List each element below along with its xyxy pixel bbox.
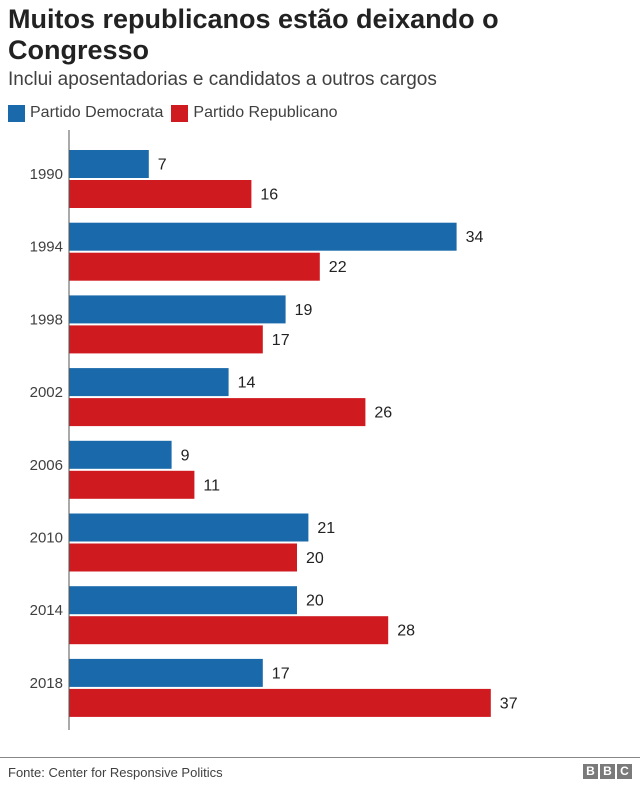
bar-republicano: [69, 325, 263, 354]
bar-democrata: [69, 150, 149, 178]
legend-item-republicano: Partido Republicano: [171, 103, 337, 123]
bar-democrata: [69, 222, 457, 251]
legend-label-republicano: Partido Republicano: [193, 104, 338, 121]
data-label: 19: [295, 302, 313, 319]
data-label: 22: [329, 259, 347, 276]
bar-republicano: [69, 543, 297, 572]
bbc-logo: B B C: [581, 764, 632, 779]
bbc-logo-letter: B: [583, 764, 598, 779]
legend-swatch-democrata: [8, 104, 25, 122]
bar-democrata: [69, 440, 172, 469]
y-tick-label: 2006: [30, 457, 63, 474]
y-tick-label: 2010: [30, 530, 63, 547]
y-tick-label: 2018: [30, 675, 63, 692]
data-label: 20: [306, 550, 324, 567]
chart-subtitle: Inclui aposentadorias e candidatos a out…: [8, 69, 437, 90]
bar-republicano: [69, 470, 195, 499]
bar-republicano: [69, 688, 491, 717]
data-label: 21: [317, 520, 335, 537]
bar-democrata: [69, 513, 309, 542]
bar-democrata: [69, 295, 286, 324]
data-label: 28: [397, 623, 415, 640]
legend-label-democrata: Partido Democrata: [30, 104, 164, 121]
source-note: Fonte: Center for Responsive Politics: [8, 765, 223, 780]
y-tick-label: 2014: [30, 602, 63, 619]
data-label: 16: [260, 187, 278, 204]
data-label: 20: [306, 593, 324, 610]
bar-republicano: [69, 252, 320, 281]
y-tick-label: 1994: [30, 239, 63, 256]
y-tick-label: 1998: [30, 311, 63, 328]
data-label: 7: [158, 157, 167, 174]
data-label: 17: [272, 665, 290, 682]
bbc-logo-letter: B: [600, 764, 615, 779]
data-label: 17: [272, 332, 290, 349]
bbc-logo-letter: C: [617, 764, 632, 779]
bar-republicano: [69, 398, 366, 427]
chart-title: Muitos republicanos estão deixando o Con…: [8, 4, 499, 65]
bar-republicano: [69, 180, 252, 208]
bar-chart: 1990 7 16 1994 34 22 1998 19 17 2002 14 26 2006 9 11 20…: [30, 130, 518, 730]
legend: Partido Democrata Partido Republicano: [8, 103, 345, 123]
bar-democrata: [69, 586, 297, 615]
data-label: 26: [374, 405, 392, 422]
data-label: 34: [466, 229, 484, 246]
y-tick-label: 2002: [30, 384, 63, 401]
data-label: 11: [203, 477, 220, 494]
data-label: 37: [500, 695, 518, 712]
data-label: 9: [181, 447, 190, 464]
bar-republicano: [69, 616, 389, 645]
y-tick-label: 1990: [30, 166, 63, 183]
legend-item-democrata: Partido Democrata: [8, 103, 163, 123]
bar-democrata: [69, 658, 263, 687]
footer-divider: [0, 757, 640, 758]
legend-swatch-republicano: [171, 104, 189, 122]
bar-democrata: [69, 368, 229, 397]
data-label: 14: [238, 375, 256, 392]
